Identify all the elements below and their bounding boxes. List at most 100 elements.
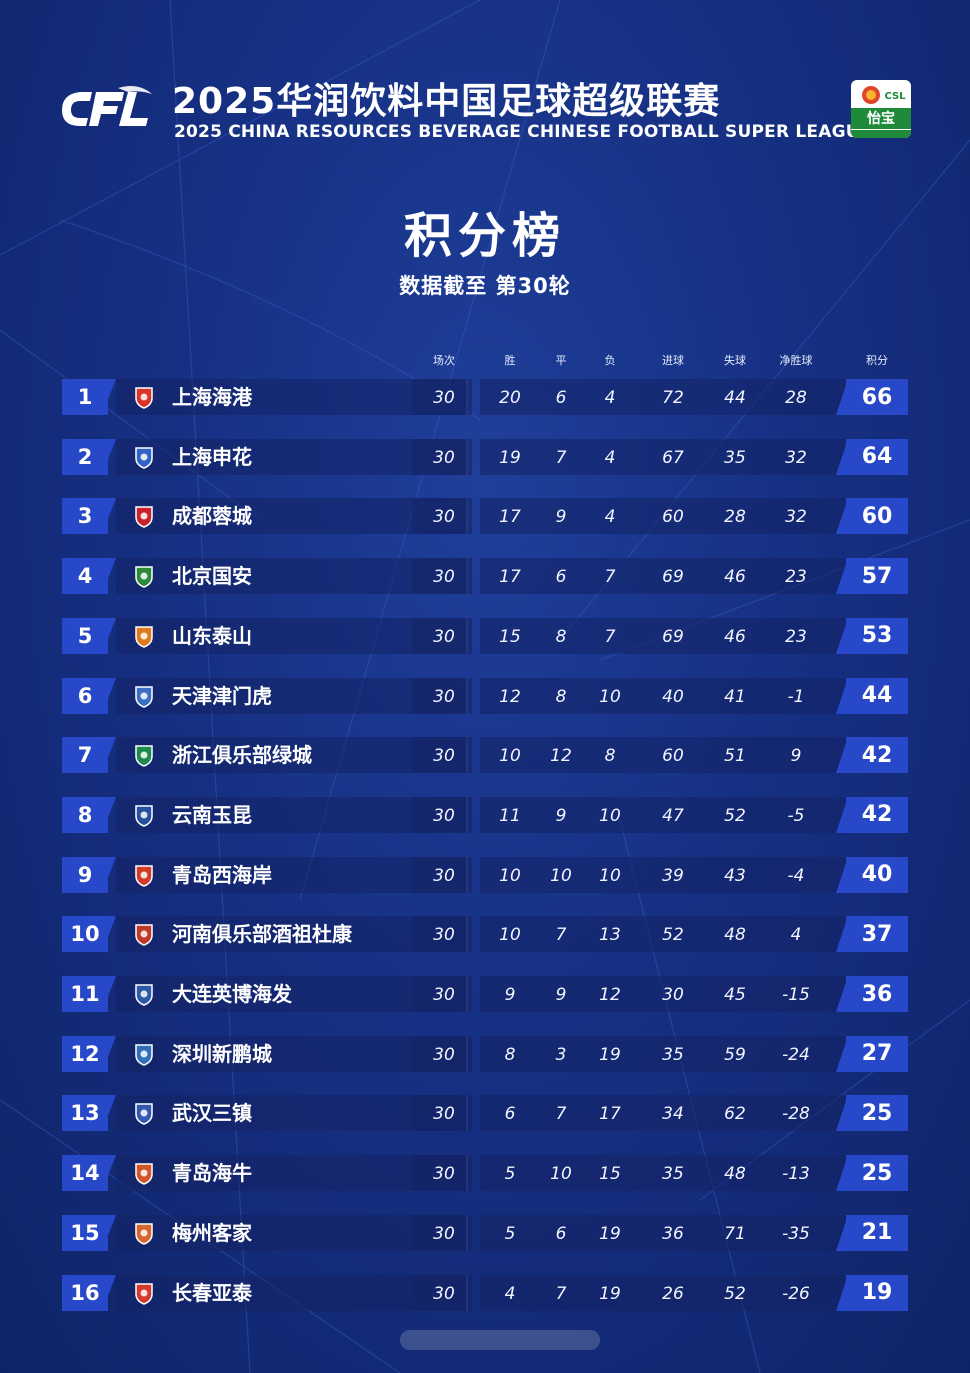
stat-ga: 46: [724, 626, 746, 647]
stat-gp: 30: [433, 507, 455, 528]
rank-cell: 14: [62, 1155, 108, 1192]
stat-gf: 47: [662, 805, 684, 826]
points-cell: 60: [846, 498, 908, 535]
stat-ga: 45: [724, 985, 746, 1005]
team-bar: [116, 796, 468, 833]
table-row: 1 上海海港 30 20 6 4 72 44 28 66: [62, 379, 908, 415]
stat-l: 4: [604, 388, 616, 408]
gp-bar: [412, 1274, 472, 1311]
stat-l: 8: [604, 746, 616, 767]
team-badge-icon: [135, 984, 153, 1006]
gp-bar: [412, 976, 472, 1012]
stat-d: 8: [555, 626, 567, 647]
stat-gp: 30: [433, 686, 455, 707]
team-name: 深圳新鹏城: [172, 1041, 272, 1066]
team-name: 天津津门虎: [172, 683, 272, 708]
stats-bar: [480, 796, 860, 833]
stat-l: 19: [599, 1283, 621, 1304]
stat-d: 12: [550, 746, 572, 767]
team-name: 山东泰山: [172, 623, 252, 648]
stat-gf: 36: [662, 1223, 684, 1244]
stat-gf: 60: [662, 746, 684, 767]
points-cell: 42: [846, 796, 908, 833]
stat-gf: 67: [662, 447, 684, 468]
team-bar: [116, 916, 468, 953]
stats-bar: [480, 916, 860, 953]
stat-ga: 44: [724, 388, 746, 408]
team-name: 大连英博海发: [172, 982, 292, 1006]
gp-bar: [412, 1095, 472, 1132]
stat-ga: 52: [724, 805, 746, 826]
stat-ga: 43: [724, 865, 746, 886]
team-bar: [116, 1274, 468, 1311]
table-row: 8 云南玉昆 30 11 9 10 47 52 -5 42: [62, 796, 908, 833]
rank-cell: 16: [62, 1274, 108, 1311]
stat-w: 5: [504, 1223, 516, 1244]
rank-cell: 7: [62, 737, 108, 774]
team-bar: [116, 1095, 468, 1132]
stat-d: 6: [555, 388, 567, 408]
rank-cell: 10: [62, 916, 108, 953]
gp-bar: [412, 1214, 472, 1251]
team-name: 河南俱乐部酒祖杜康: [172, 922, 352, 947]
stat-gd: 28: [785, 388, 807, 408]
team-name: 梅州客家: [172, 1220, 252, 1245]
stat-gd: 23: [785, 567, 807, 588]
stat-l: 10: [599, 805, 621, 826]
col-header-ga: 失球: [724, 354, 746, 367]
points-cell: 57: [846, 558, 908, 595]
page-subtitle: 数据截至 第30轮: [399, 274, 571, 298]
gp-bar: [412, 916, 472, 953]
stat-w: 15: [499, 626, 521, 647]
stat-w: 8: [504, 1044, 516, 1065]
stats-bar: [480, 856, 860, 893]
stat-gd: -26: [782, 1283, 810, 1304]
stat-ga: 62: [724, 1104, 746, 1125]
team-badge-icon: [135, 864, 153, 887]
sponsor-badge-text: CSL: [884, 91, 906, 102]
team-badge-icon: [135, 566, 153, 588]
stat-gf: 69: [662, 626, 684, 647]
stat-d: 10: [550, 865, 572, 886]
sponsor-name: 怡宝: [851, 108, 911, 130]
league-title-en: 2025 CHINA RESOURCES BEVERAGE CHINESE FO…: [174, 122, 872, 142]
stat-ga: 46: [724, 567, 746, 588]
team-badge-icon: [135, 387, 153, 409]
stat-gd: -5: [787, 805, 805, 826]
stat-gf: 30: [662, 985, 684, 1005]
stat-gd: 9: [790, 746, 802, 767]
stat-w: 11: [499, 805, 521, 826]
stat-ga: 48: [724, 1164, 746, 1185]
stat-ga: 28: [724, 507, 746, 528]
stat-gd: -24: [782, 1044, 810, 1065]
team-badge-icon: [135, 924, 153, 947]
stat-l: 4: [604, 507, 616, 528]
rank-cell: 9: [62, 856, 108, 893]
stat-gp: 30: [433, 1223, 455, 1244]
team-badge-icon: [135, 1043, 153, 1066]
rank-cell: 1: [62, 379, 108, 415]
points-cell: 19: [846, 1274, 908, 1311]
stat-w: 19: [499, 447, 521, 468]
team-bar: [116, 1214, 468, 1251]
points-cell: 53: [846, 617, 908, 654]
stat-d: 3: [555, 1044, 567, 1065]
stat-l: 19: [599, 1223, 621, 1244]
stats-bar: [480, 737, 860, 774]
team-name: 青岛海牛: [172, 1161, 252, 1186]
stat-gf: 52: [662, 925, 684, 946]
gp-bar: [412, 856, 472, 893]
stat-gp: 30: [433, 1283, 455, 1304]
gp-bar: [412, 737, 472, 774]
team-badge-icon: [135, 1103, 153, 1126]
stat-gf: 39: [662, 865, 684, 886]
rank-cell: 5: [62, 617, 108, 654]
stat-w: 6: [504, 1104, 516, 1125]
stats-bar: [480, 379, 860, 415]
stat-gd: -13: [782, 1164, 810, 1185]
table-row: 3 成都蓉城 30 17 9 4 60 28 32 60: [62, 498, 908, 535]
stat-d: 7: [555, 1104, 567, 1125]
stat-l: 4: [604, 447, 616, 468]
stat-gd: -4: [787, 865, 805, 886]
stat-ga: 35: [724, 447, 746, 468]
